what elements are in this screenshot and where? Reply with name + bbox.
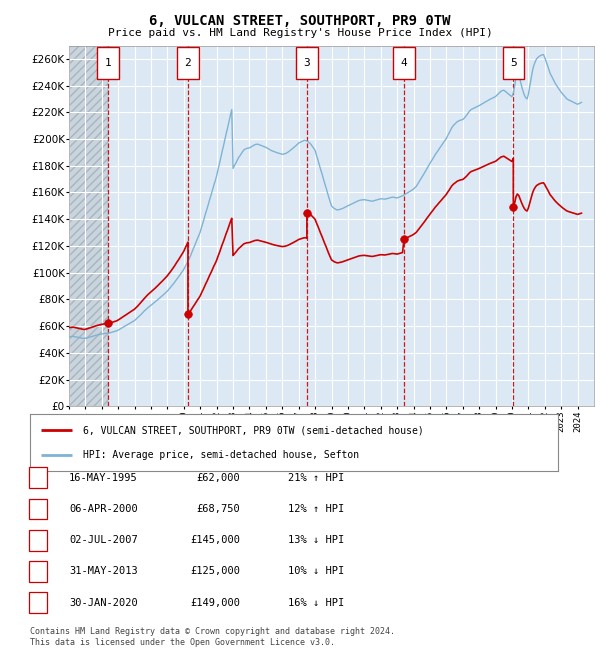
Text: 6, VULCAN STREET, SOUTHPORT, PR9 0TW: 6, VULCAN STREET, SOUTHPORT, PR9 0TW [149,14,451,29]
Text: 6, VULCAN STREET, SOUTHPORT, PR9 0TW (semi-detached house): 6, VULCAN STREET, SOUTHPORT, PR9 0TW (se… [83,425,424,435]
Text: 5: 5 [510,58,517,68]
FancyBboxPatch shape [97,47,119,79]
Text: 3: 3 [35,535,41,545]
Text: 3: 3 [304,58,310,68]
Text: 1: 1 [104,58,111,68]
Text: 21% ↑ HPI: 21% ↑ HPI [288,473,344,483]
Text: 10% ↓ HPI: 10% ↓ HPI [288,566,344,577]
Text: 1: 1 [35,473,41,483]
Bar [69,46,108,406]
FancyBboxPatch shape [503,47,524,79]
Text: 06-APR-2000: 06-APR-2000 [69,504,138,514]
Text: 30-JAN-2020: 30-JAN-2020 [69,597,138,608]
Text: 31-MAY-2013: 31-MAY-2013 [69,566,138,577]
Text: £62,000: £62,000 [196,473,240,483]
Text: 4: 4 [400,58,407,68]
Text: HPI: Average price, semi-detached house, Sefton: HPI: Average price, semi-detached house,… [83,450,359,460]
Text: 13% ↓ HPI: 13% ↓ HPI [288,535,344,545]
Text: £68,750: £68,750 [196,504,240,514]
FancyBboxPatch shape [177,47,199,79]
Text: 2: 2 [35,504,41,514]
Text: 2: 2 [185,58,191,68]
Text: £125,000: £125,000 [190,566,240,577]
Text: 4: 4 [35,566,41,577]
Text: 12% ↑ HPI: 12% ↑ HPI [288,504,344,514]
Text: 16-MAY-1995: 16-MAY-1995 [69,473,138,483]
Text: Contains HM Land Registry data © Crown copyright and database right 2024.
This d: Contains HM Land Registry data © Crown c… [30,627,395,647]
Text: £149,000: £149,000 [190,597,240,608]
Text: 5: 5 [35,597,41,608]
FancyBboxPatch shape [296,47,317,79]
Text: 02-JUL-2007: 02-JUL-2007 [69,535,138,545]
Text: 16% ↓ HPI: 16% ↓ HPI [288,597,344,608]
Text: Price paid vs. HM Land Registry's House Price Index (HPI): Price paid vs. HM Land Registry's House … [107,28,493,38]
Text: £145,000: £145,000 [190,535,240,545]
FancyBboxPatch shape [393,47,415,79]
